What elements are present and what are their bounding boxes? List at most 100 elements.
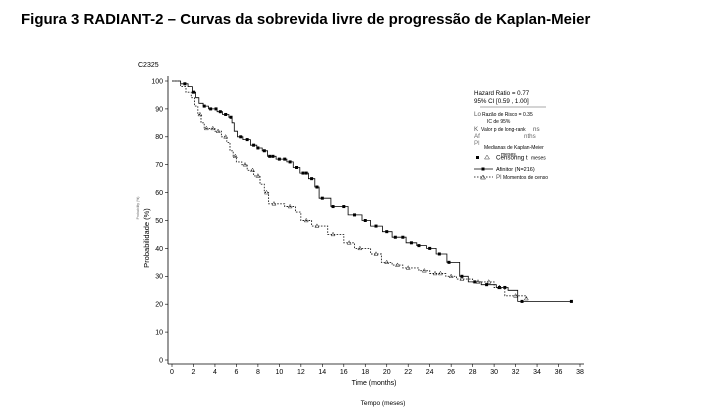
placebo-censor-mark: [242, 162, 248, 167]
legend-k-stub: K: [474, 126, 479, 133]
legend: Hazard Ratio = 0.77 95% CI [0.59 , 1.00]…: [474, 90, 548, 181]
placebo-censor-mark: [405, 265, 411, 270]
placebo-censor-mark: [384, 259, 390, 264]
y-tick-label: 0: [159, 357, 163, 364]
legend-placebo-marker: [480, 174, 486, 180]
placebo-censor-mark: [303, 217, 309, 223]
x-tick-label: 0: [170, 369, 174, 376]
placebo-censor-mark: [330, 231, 336, 237]
x-tick-label: 32: [512, 369, 520, 376]
legend-af-stub: Af: [474, 133, 480, 140]
afinitor-censor-mark: [447, 260, 451, 264]
placebo-censor-mark: [475, 279, 481, 284]
afinitor-censor-mark: [331, 205, 335, 209]
afinitor-censor-mark: [485, 283, 489, 287]
x-tick-label: 30: [490, 369, 498, 376]
y-tick-label: 20: [155, 302, 163, 309]
axes: [167, 76, 584, 365]
afinitor-censor-mark: [214, 107, 218, 111]
y-tick-label: 40: [155, 246, 163, 253]
placebo-censor-mark: [497, 284, 502, 290]
legend-afinitor: Afinitor (N=216): [496, 167, 535, 173]
y-tick-label: 10: [155, 330, 163, 337]
placebo-censor-mark: [459, 276, 465, 281]
x-tick-label: 6: [234, 369, 238, 376]
legend-pt-medians: Medianas de Kaplan-Meier: [484, 145, 544, 151]
placebo-censor-mark: [523, 295, 529, 301]
afinitor-censor-mark: [401, 235, 405, 239]
placebo-censor-mark: [357, 245, 363, 251]
legend-placebo-prefix: Pl: [496, 174, 502, 181]
x-tick-label: 20: [383, 369, 391, 376]
afinitor-censor-mark: [320, 196, 324, 200]
afinitor-censor-mark: [295, 165, 299, 169]
x-axis-label-en: Time (months): [352, 380, 397, 387]
afinitor-censor-mark: [374, 224, 378, 228]
placebo-censor-mark: [250, 167, 255, 172]
y-tick-label: 60: [155, 190, 163, 197]
x-tick-label: 14: [318, 369, 326, 376]
x-tick-label: 28: [469, 369, 477, 376]
afinitor-censor-mark: [385, 230, 389, 234]
x-tick-label: 18: [361, 369, 369, 376]
afinitor-censor-mark: [315, 185, 319, 189]
afinitor-censor-mark: [277, 157, 281, 161]
placebo-censor-mark: [486, 279, 492, 284]
afinitor-censor-mark: [363, 219, 367, 222]
legend-hr-line1: Hazard Ratio = 0.77: [474, 90, 530, 97]
placebo-censor-mark: [210, 125, 216, 131]
placebo-censor-mark: [513, 293, 518, 298]
legend-afinitor-censor-square: [476, 156, 479, 159]
x-tick-label: 34: [533, 369, 541, 376]
placebo-censor-mark: [395, 262, 400, 267]
y-tick-label: 70: [155, 162, 163, 169]
afinitor-censor-mark: [409, 241, 413, 245]
legend-hr-line2: 95% CI [0.59 , 1.00]: [474, 98, 529, 105]
afinitor-censor-mark: [497, 285, 501, 289]
legend-lo-stub: Lo: [474, 111, 481, 118]
legend-placebo-pt: Momentos de censo: [503, 175, 548, 181]
afinitor-censor-mark: [428, 246, 432, 250]
afinitor-censor-mark: [202, 104, 206, 108]
placebo-censor-mark: [223, 134, 229, 139]
x-tick-label: 10: [275, 369, 283, 376]
x-tick-label: 2: [192, 369, 196, 376]
x-tick-label: 24: [426, 369, 434, 376]
x-axis-label-pt: Tempo (meses): [361, 400, 406, 407]
legend-afinitor-marker: [481, 167, 485, 171]
afinitor-censor-mark: [239, 135, 243, 139]
placebo-censor-mark: [421, 268, 427, 273]
x-tick-label: 4: [213, 369, 217, 376]
placebo-censor-mark: [432, 270, 438, 276]
x-tick-label: 12: [297, 369, 305, 376]
legend-pt-ci: IC de 95%: [487, 119, 511, 125]
afinitor-censor-mark: [224, 112, 228, 116]
afinitor-censor-mark: [209, 107, 213, 111]
figure-code: C2325: [138, 62, 159, 69]
afinitor-censor-mark: [304, 171, 308, 175]
placebo-censor-mark: [215, 128, 221, 133]
x-tick-label: 8: [256, 369, 260, 376]
placebo-censor-mark: [314, 223, 320, 228]
legend-pt-hr: Razão de Risco = 0.35: [482, 112, 533, 118]
x-tick-label: 38: [576, 369, 584, 376]
x-tick-label: 26: [447, 369, 455, 376]
afinitor-censor-mark: [252, 143, 256, 147]
afinitor-censor-mark: [342, 205, 346, 209]
placebo-censor-mark: [264, 189, 269, 195]
y-tick-label: 50: [155, 218, 163, 225]
figure-title: Figura 3 RADIANT-2 – Curvas da sobrevida…: [21, 11, 591, 28]
y-tick-label: 90: [155, 106, 163, 113]
afinitor-censor-mark: [503, 285, 507, 289]
afinitor-censor-mark: [460, 274, 464, 278]
placebo-censor-mark: [346, 240, 352, 245]
y-tick-label: 30: [155, 274, 163, 281]
legend-placebo-censor-triangle: [484, 154, 490, 160]
afinitor-censor-mark: [288, 160, 292, 164]
legend-pt-logrank: Valor p de long-rank: [481, 127, 526, 133]
afinitor-censor-mark: [229, 115, 233, 119]
placebo-censor-mark: [232, 153, 238, 158]
afinitor-censor-mark: [353, 213, 357, 217]
afinitor-censor-mark: [393, 235, 397, 239]
placebo-censor-mark: [448, 273, 454, 278]
